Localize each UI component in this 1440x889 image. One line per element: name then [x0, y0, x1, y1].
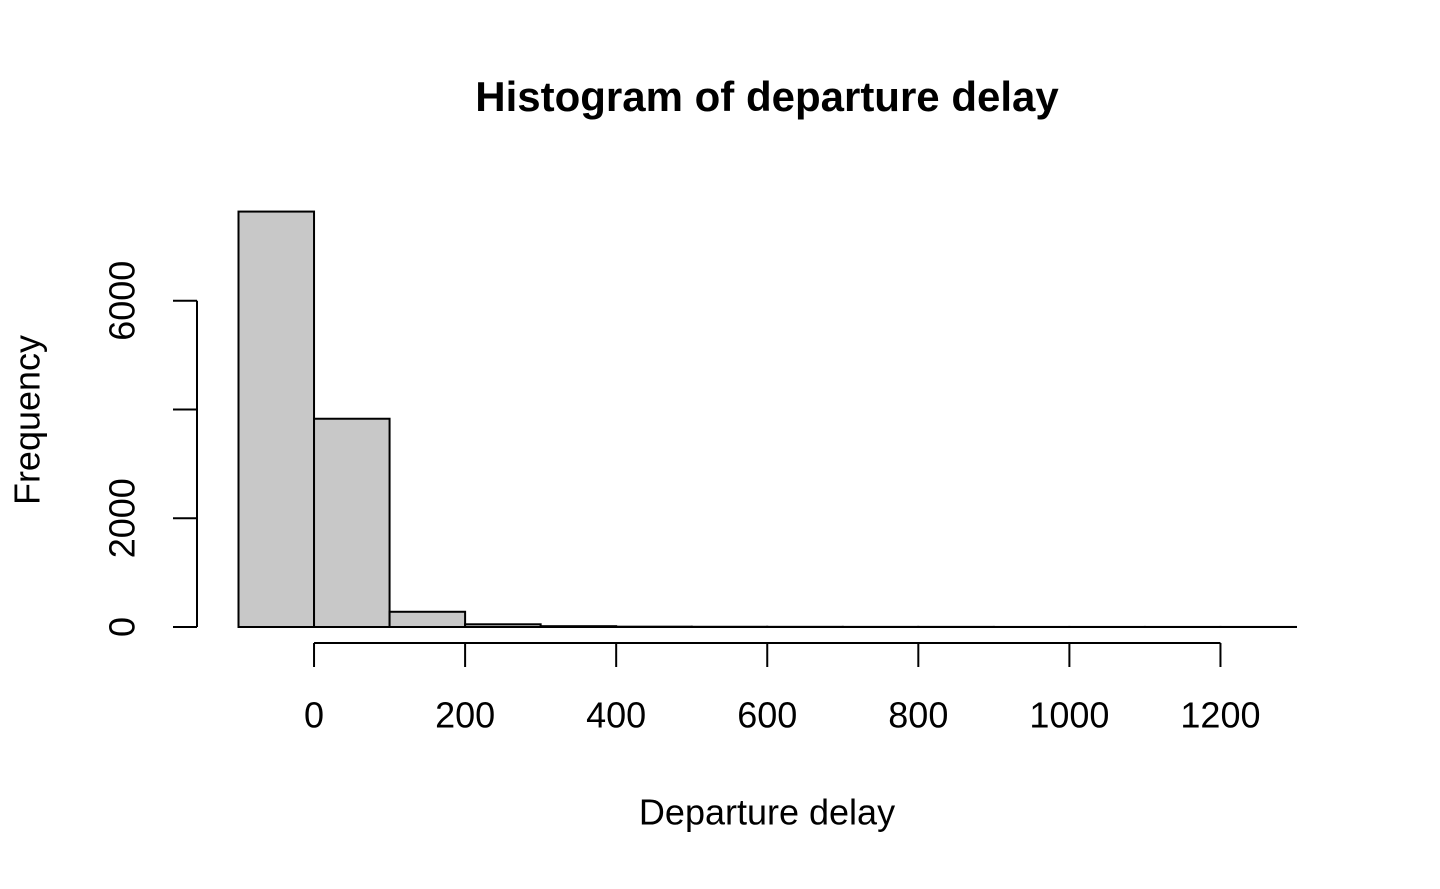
bar [539, 625, 618, 629]
x-tick-label: 1000 [1029, 695, 1109, 736]
x-tick-label: 800 [888, 695, 948, 736]
y-tick-label: 6000 [102, 261, 143, 341]
bar [237, 210, 316, 628]
x-tick-label: 600 [737, 695, 797, 736]
bar [388, 610, 467, 629]
x-tick-label: 1200 [1180, 695, 1260, 736]
y-axis-label: Frequency [7, 335, 48, 505]
y-tick-label: 2000 [102, 478, 143, 558]
x-tick-label: 200 [435, 695, 495, 736]
bar [313, 417, 391, 628]
y-tick-label: 0 [102, 617, 143, 637]
x-tick-label: 400 [586, 695, 646, 736]
bar [464, 623, 542, 628]
x-tick-label: 0 [304, 695, 324, 736]
x-axis-label: Departure delay [639, 792, 895, 833]
chart-title: Histogram of departure delay [475, 73, 1059, 120]
